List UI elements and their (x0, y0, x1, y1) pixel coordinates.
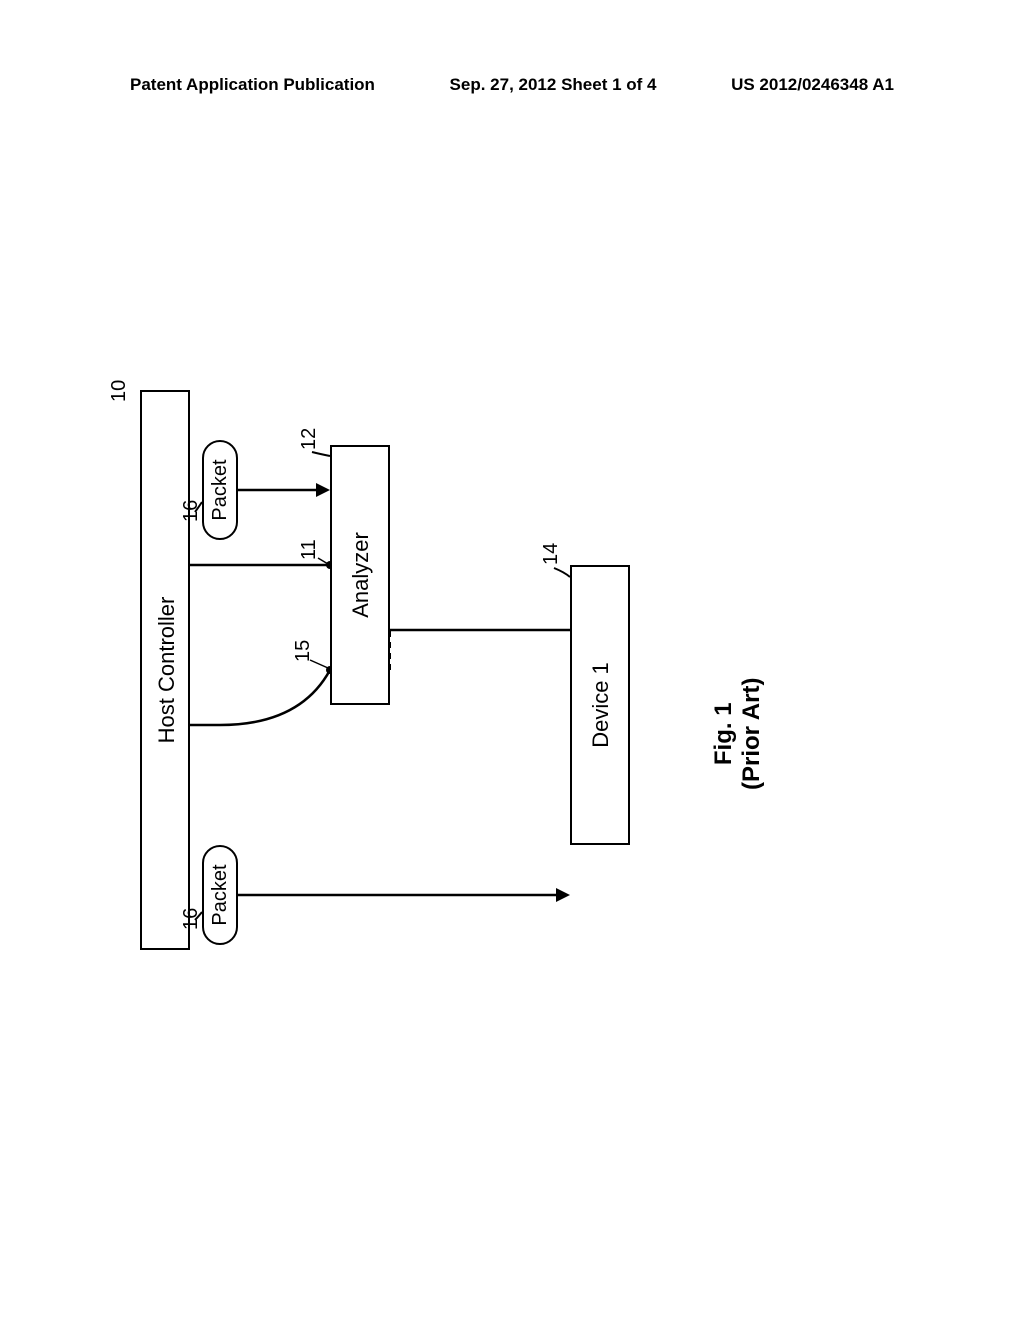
caption-line1: Fig. 1 (710, 678, 738, 790)
ref-12: 12 (298, 428, 321, 450)
header-right: US 2012/0246348 A1 (731, 75, 894, 95)
packet-left-label: Packet (209, 864, 232, 925)
diagram: Host Controller Analyzer Device 1 Packet… (140, 390, 780, 950)
packet-right-label: Packet (209, 459, 232, 520)
header-left: Patent Application Publication (130, 75, 375, 95)
ref-16-left: 16 (180, 908, 203, 930)
ref-10: 10 (108, 380, 131, 402)
ref-16-right: 16 (180, 500, 203, 522)
device1-box: Device 1 (570, 565, 630, 845)
header-center: Sep. 27, 2012 Sheet 1 of 4 (450, 75, 657, 95)
ref-11: 11 (298, 539, 321, 560)
analyzer-label: Analyzer (348, 532, 374, 618)
ref-14: 14 (540, 543, 563, 565)
packet-right: Packet (202, 440, 238, 540)
host-controller-box: Host Controller (140, 390, 190, 950)
device1-label: Device 1 (588, 662, 614, 748)
caption-line2: (Prior Art) (738, 678, 766, 790)
page-header: Patent Application Publication Sep. 27, … (0, 75, 1024, 95)
analyzer-box: Analyzer (330, 445, 390, 705)
figure-caption: Fig. 1 (Prior Art) (710, 678, 766, 790)
ref-15: 15 (292, 640, 315, 662)
packet-left: Packet (202, 845, 238, 945)
host-controller-label: Host Controller (154, 597, 180, 744)
